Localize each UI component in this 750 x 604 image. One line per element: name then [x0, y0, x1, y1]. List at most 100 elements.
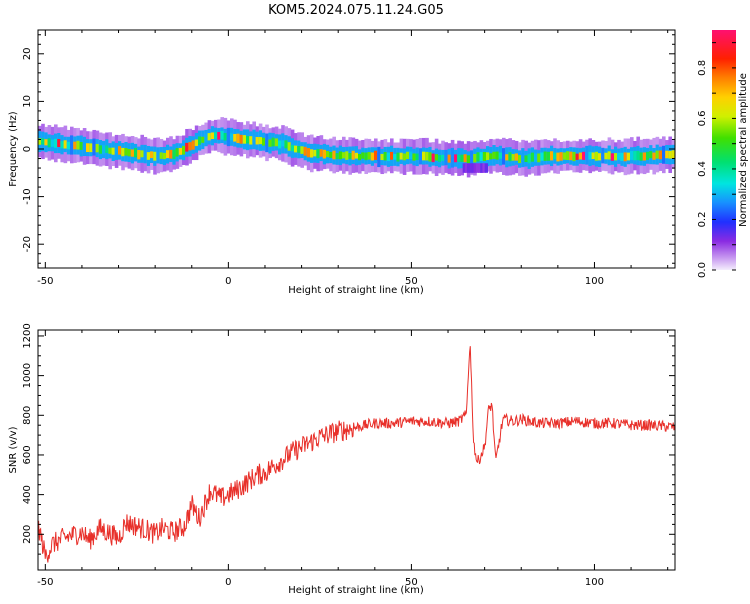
spectrogram-cell: [60, 141, 64, 149]
colorbar-tick-label: 0.2: [697, 212, 708, 228]
spectrogram-cell: [140, 150, 144, 158]
spectrogram-cell: [665, 150, 669, 159]
spectrogram-cell: [121, 147, 125, 157]
spectrogram-cell: [262, 137, 266, 146]
spectrogram-cell: [652, 152, 656, 160]
spectrogram-cell: [210, 132, 215, 140]
y-tick-label: 1000: [22, 363, 33, 388]
spectrogram-cell: [297, 146, 301, 153]
spectrogram-cell: [438, 155, 442, 162]
spectrogram-cell: [505, 154, 509, 161]
spectrogram-cell: [137, 150, 141, 160]
y-tick-label: 1200: [22, 323, 33, 348]
spectrogram-cell: [150, 151, 154, 159]
spectrogram-cell: [63, 140, 68, 149]
spectrogram-cell: [114, 147, 119, 155]
snr-panel: -50 0 50 100 200 400 600 800 1000 1200 Height of …: [8, 323, 676, 596]
y-tick-label: 10: [22, 95, 33, 108]
spectrogram-cell: [310, 149, 314, 158]
spectrogram-cell: [418, 152, 423, 160]
spectrogram-cell: [252, 136, 256, 143]
spectrogram-cell: [185, 142, 189, 152]
spectrogram-cell: [498, 152, 503, 159]
spectrogram-cell: [281, 140, 285, 147]
spectrogram-cell: [111, 147, 116, 155]
spectrogram-cell: [553, 152, 557, 160]
spectrogram-cell: [575, 153, 580, 160]
spectrogram-cell: [226, 132, 231, 142]
spectrogram-cell: [406, 151, 410, 160]
spectrogram-cell: [502, 152, 506, 160]
spectrogram-cell: [169, 149, 173, 159]
spectrogram-cell: [108, 147, 112, 154]
spectrogram-cell: [462, 163, 467, 173]
spectrogram-cell: [396, 152, 400, 162]
spectrogram-cell: [214, 131, 218, 139]
spectrogram-panel: -50 0 50 100 -20 -10 0 10 20 Height of straight …: [8, 29, 676, 296]
spectrogram-cell: [322, 149, 327, 159]
spectrogram-cell: [492, 151, 496, 159]
spectrogram-cell: [134, 147, 138, 158]
spectrogram-cell: [57, 139, 61, 148]
spectrogram-cell: [130, 149, 135, 157]
spectrogram-cell: [354, 152, 359, 159]
spectrogram-cell: [338, 151, 343, 160]
colorbar-tick-label: 0.0: [697, 262, 708, 278]
spectrogram-cell: [469, 163, 473, 173]
spectrogram-cell: [335, 153, 340, 160]
spectrogram-cell: [550, 151, 554, 161]
spectrogram-cell: [242, 135, 247, 144]
snr-frame: [37, 329, 676, 571]
spectrogram-cell: [441, 154, 445, 161]
y-tick-label: 0: [22, 146, 33, 152]
spectrogram-cell: [607, 151, 612, 160]
spectrogram-cell: [236, 133, 240, 144]
y-tick-label: 800: [22, 406, 33, 425]
spectrogram-cell: [508, 152, 512, 162]
spectrogram-cell: [428, 152, 432, 162]
spectrogram-cell: [527, 153, 532, 164]
spectrogram-cell: [351, 150, 356, 160]
spectrogram-cell: [614, 153, 618, 161]
spectrogram-cell: [274, 138, 279, 147]
spectrogram-cell: [473, 153, 477, 163]
spectrogram-cell: [178, 147, 183, 155]
x-tick-label: 0: [225, 276, 231, 287]
spectrogram-cell: [124, 147, 128, 156]
spectrogram-cell: [444, 153, 448, 162]
spectrogram-cell: [464, 163, 469, 173]
spectrogram-cell: [54, 138, 58, 148]
spectrogram-cell: [278, 140, 282, 149]
spectrogram-cell: [284, 140, 288, 149]
spectrogram-cell: [671, 150, 675, 159]
spectrogram-cell: [143, 149, 148, 159]
spectrogram-cell: [478, 163, 482, 173]
snr-y-axis-label: SNR (v/v): [8, 426, 19, 473]
spectrogram-cell: [591, 152, 596, 160]
spectrogram-cell: [482, 151, 487, 161]
spectrogram-cell: [358, 154, 362, 161]
spectrogram-cell: [668, 150, 672, 159]
snr-plot-area: [38, 330, 675, 570]
spectrogram-cell: [489, 153, 493, 160]
spectrogram-cell: [454, 154, 458, 163]
spectrogram-cell: [588, 151, 592, 160]
spectrogram-cell: [367, 152, 372, 160]
spectrogram-cell: [639, 152, 644, 161]
spectrogram-cell: [530, 152, 535, 162]
spectrogram-cell: [249, 136, 253, 145]
spectrogram-cell: [393, 154, 397, 160]
spectrogram-cell: [118, 146, 122, 155]
spectrogram-cell: [658, 150, 663, 160]
spectrogram-cell: [399, 152, 404, 160]
spectrogram-cell: [655, 150, 660, 159]
spectrogram-cell: [486, 152, 490, 161]
spectrogram-cell: [450, 154, 455, 162]
spectrogram-cell: [514, 153, 519, 161]
spectrogram-cell: [162, 152, 167, 160]
figure-title: KOM5.2024.075.11.24.G05: [268, 3, 444, 18]
spectrogram-cell: [578, 152, 583, 160]
spectrogram-cell: [642, 152, 647, 161]
spectrogram-cell: [175, 148, 180, 157]
